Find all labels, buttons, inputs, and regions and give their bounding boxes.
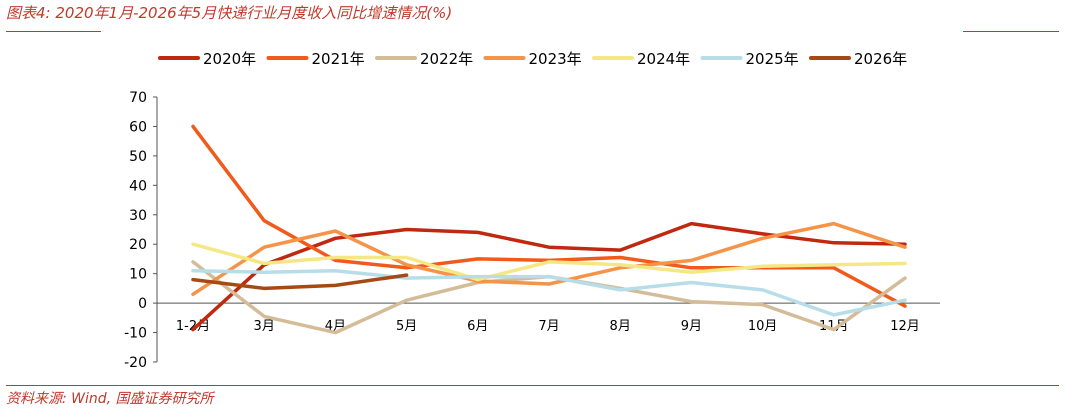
- y-tick-label: 10: [129, 267, 147, 283]
- y-tick-label: 30: [129, 208, 147, 224]
- footer-rule: [6, 385, 1059, 386]
- source-note: 资料来源: Wind, 国盛证券研究所: [6, 391, 214, 407]
- x-tick-label: 9月: [681, 319, 702, 334]
- y-tick-label: 70: [129, 90, 147, 106]
- series-line: [191, 221, 907, 297]
- y-tick-label: 20: [129, 237, 147, 253]
- x-tick-label: 3月: [254, 319, 275, 334]
- y-tick-label: -20: [124, 355, 147, 371]
- legend-label: 2021年: [312, 50, 365, 68]
- title-rule-left: [6, 31, 101, 32]
- legend-label: 2020年: [203, 50, 256, 68]
- y-tick-label: 0: [138, 296, 147, 312]
- figure-title: 图表4: 2020年1月-2026年5月快递行业月度收入同比增速情况(%): [6, 4, 453, 22]
- x-tick-label: 12月: [890, 319, 920, 334]
- y-tick-label: 60: [129, 119, 147, 135]
- series-line: [191, 124, 907, 308]
- legend-label: 2022年: [420, 50, 473, 68]
- x-tick-label: 7月: [538, 319, 559, 334]
- x-tick-label: 1-2月: [176, 319, 210, 334]
- legend-label: 2025年: [746, 50, 799, 68]
- x-tick-label: 8月: [610, 319, 631, 334]
- series-line: [191, 273, 409, 291]
- series-line: [191, 242, 907, 282]
- title-rule-right: [963, 31, 1059, 32]
- x-tick-label: 5月: [396, 319, 417, 334]
- legend-label: 2024年: [637, 50, 690, 68]
- legend-label: 2026年: [854, 50, 907, 68]
- x-tick-label: 10月: [748, 319, 778, 334]
- y-tick-label: 50: [129, 149, 147, 165]
- series-line: [191, 268, 907, 317]
- x-tick-label: 6月: [467, 319, 488, 334]
- y-tick-label: -10: [124, 326, 147, 342]
- y-tick-label: 40: [129, 178, 147, 194]
- legend-label: 2023年: [529, 50, 582, 68]
